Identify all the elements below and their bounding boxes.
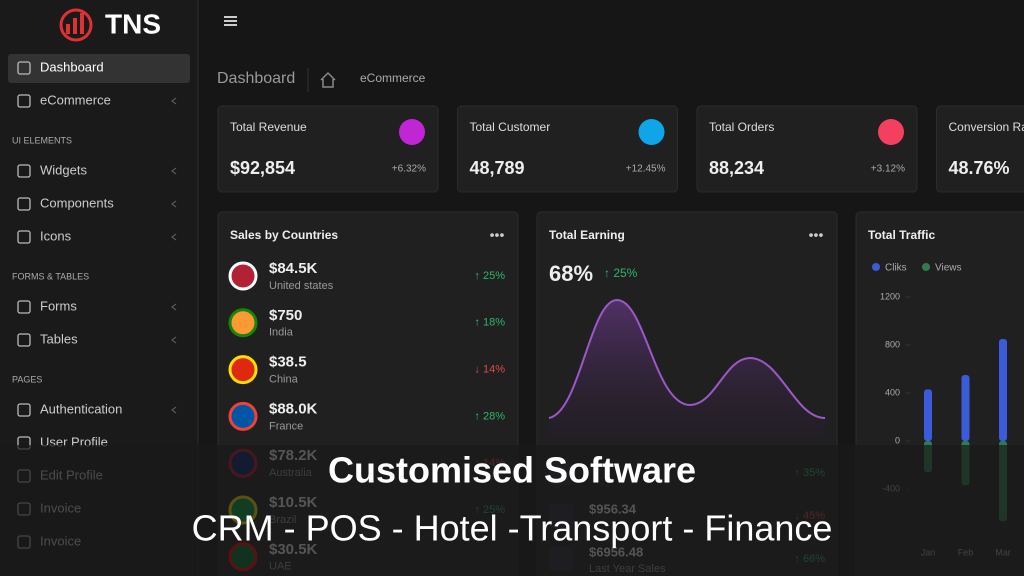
earning-change: ↑ 25% bbox=[604, 266, 638, 280]
y-tick-label: 800 bbox=[885, 339, 900, 349]
legend-label: Views bbox=[935, 263, 962, 274]
stat-label: Total Orders bbox=[709, 120, 774, 134]
more-button[interactable]: ••• bbox=[490, 227, 505, 243]
sales-country: China bbox=[269, 374, 299, 386]
y-tick-label: 400 bbox=[885, 387, 900, 397]
menu-icon bbox=[17, 300, 31, 314]
chevron bbox=[171, 336, 177, 344]
chevron bbox=[171, 167, 177, 175]
menu-item[interactable]: Forms bbox=[40, 298, 77, 313]
sales-change: ↑ 25% bbox=[474, 270, 505, 282]
stat-value: 88,234 bbox=[709, 158, 764, 178]
stat-value: 48,789 bbox=[470, 158, 525, 178]
legend-label: Cliks bbox=[885, 263, 907, 274]
stat-value: $92,854 bbox=[230, 158, 295, 178]
stat-icon bbox=[878, 119, 904, 145]
menu-item[interactable]: Widgets bbox=[40, 162, 87, 177]
menu-item[interactable]: Authentication bbox=[40, 401, 122, 416]
active-item-bg bbox=[8, 54, 190, 83]
menu-icon bbox=[17, 197, 31, 211]
menu-icon bbox=[17, 164, 31, 178]
sales-amount: $38.5 bbox=[269, 354, 307, 371]
sales-country: United states bbox=[269, 280, 334, 292]
sales-change: ↑ 18% bbox=[474, 317, 505, 329]
breadcrumb-title: Dashboard bbox=[217, 70, 295, 87]
flag bbox=[228, 355, 258, 385]
home-icon[interactable] bbox=[320, 71, 336, 88]
menu-icon bbox=[17, 403, 31, 417]
menu-item[interactable]: eCommerce bbox=[40, 92, 111, 107]
earning-percent: 68% bbox=[549, 261, 593, 286]
brand: TNS bbox=[105, 8, 161, 39]
stat-card bbox=[696, 105, 918, 193]
stat-card bbox=[217, 105, 439, 193]
flag bbox=[228, 401, 258, 431]
menu-icon bbox=[17, 61, 31, 75]
menu-item[interactable]: Tables bbox=[40, 331, 78, 346]
sales-change: ↓ 14% bbox=[474, 364, 505, 376]
bar bbox=[924, 389, 932, 441]
earning-area bbox=[549, 300, 825, 440]
section-title: FORMS & TABLES bbox=[12, 271, 89, 281]
section-title: UI ELEMENTS bbox=[12, 135, 72, 145]
menu-item[interactable]: Dashboard bbox=[40, 59, 104, 74]
sales-amount: $84.5K bbox=[269, 260, 318, 277]
chevron bbox=[171, 97, 177, 105]
stat-card bbox=[936, 105, 1024, 193]
card-title: Total Earning bbox=[549, 228, 625, 242]
card-title: Sales by Countries bbox=[230, 228, 338, 242]
flag bbox=[228, 261, 258, 291]
menu-icon bbox=[17, 230, 31, 244]
y-tick-label: 0 bbox=[895, 435, 900, 445]
flag bbox=[228, 308, 258, 338]
stat-card bbox=[457, 105, 678, 193]
menu-icon bbox=[17, 333, 31, 347]
bar bbox=[999, 339, 1007, 441]
more-button[interactable]: ••• bbox=[809, 227, 824, 243]
sales-amount: $750 bbox=[269, 307, 302, 324]
banner-backdrop bbox=[0, 445, 1024, 576]
menu-button[interactable] bbox=[224, 16, 237, 26]
stat-label: Conversion Rate bbox=[949, 120, 1024, 134]
sales-country: France bbox=[269, 420, 303, 432]
stat-icon bbox=[638, 119, 665, 145]
menu-icon bbox=[17, 94, 31, 108]
banner-subtitle: CRM - POS - Hotel -Transport - Finance bbox=[192, 508, 833, 549]
banner-title: Customised Software bbox=[328, 450, 696, 491]
sales-change: ↑ 28% bbox=[474, 410, 505, 422]
chevron bbox=[171, 233, 177, 241]
chevron bbox=[171, 200, 177, 208]
stat-value: 48.76% bbox=[949, 158, 1010, 178]
chevron bbox=[171, 303, 177, 311]
stat-label: Total Customer bbox=[470, 120, 551, 134]
bar bbox=[961, 375, 970, 441]
sales-amount: $88.0K bbox=[269, 400, 318, 417]
stat-change: +6.32% bbox=[392, 164, 426, 175]
y-tick-label: 1200 bbox=[880, 291, 900, 301]
stat-label: Total Revenue bbox=[230, 120, 307, 134]
breadcrumb-current[interactable]: eCommerce bbox=[360, 71, 426, 85]
menu-item[interactable]: Components bbox=[40, 195, 114, 210]
earning-curve bbox=[548, 298, 826, 419]
sales-country: India bbox=[269, 327, 294, 339]
stat-change: +12.45% bbox=[626, 164, 666, 175]
stat-change: +3.12% bbox=[871, 164, 905, 175]
stat-icon bbox=[399, 119, 425, 145]
chart-title: Total Traffic bbox=[868, 228, 935, 242]
logo-icon bbox=[59, 8, 93, 42]
section-title: PAGES bbox=[12, 374, 42, 384]
menu-item[interactable]: Icons bbox=[40, 228, 72, 243]
legend-swatch bbox=[922, 263, 930, 271]
legend-swatch bbox=[872, 263, 880, 271]
chevron bbox=[171, 406, 177, 414]
